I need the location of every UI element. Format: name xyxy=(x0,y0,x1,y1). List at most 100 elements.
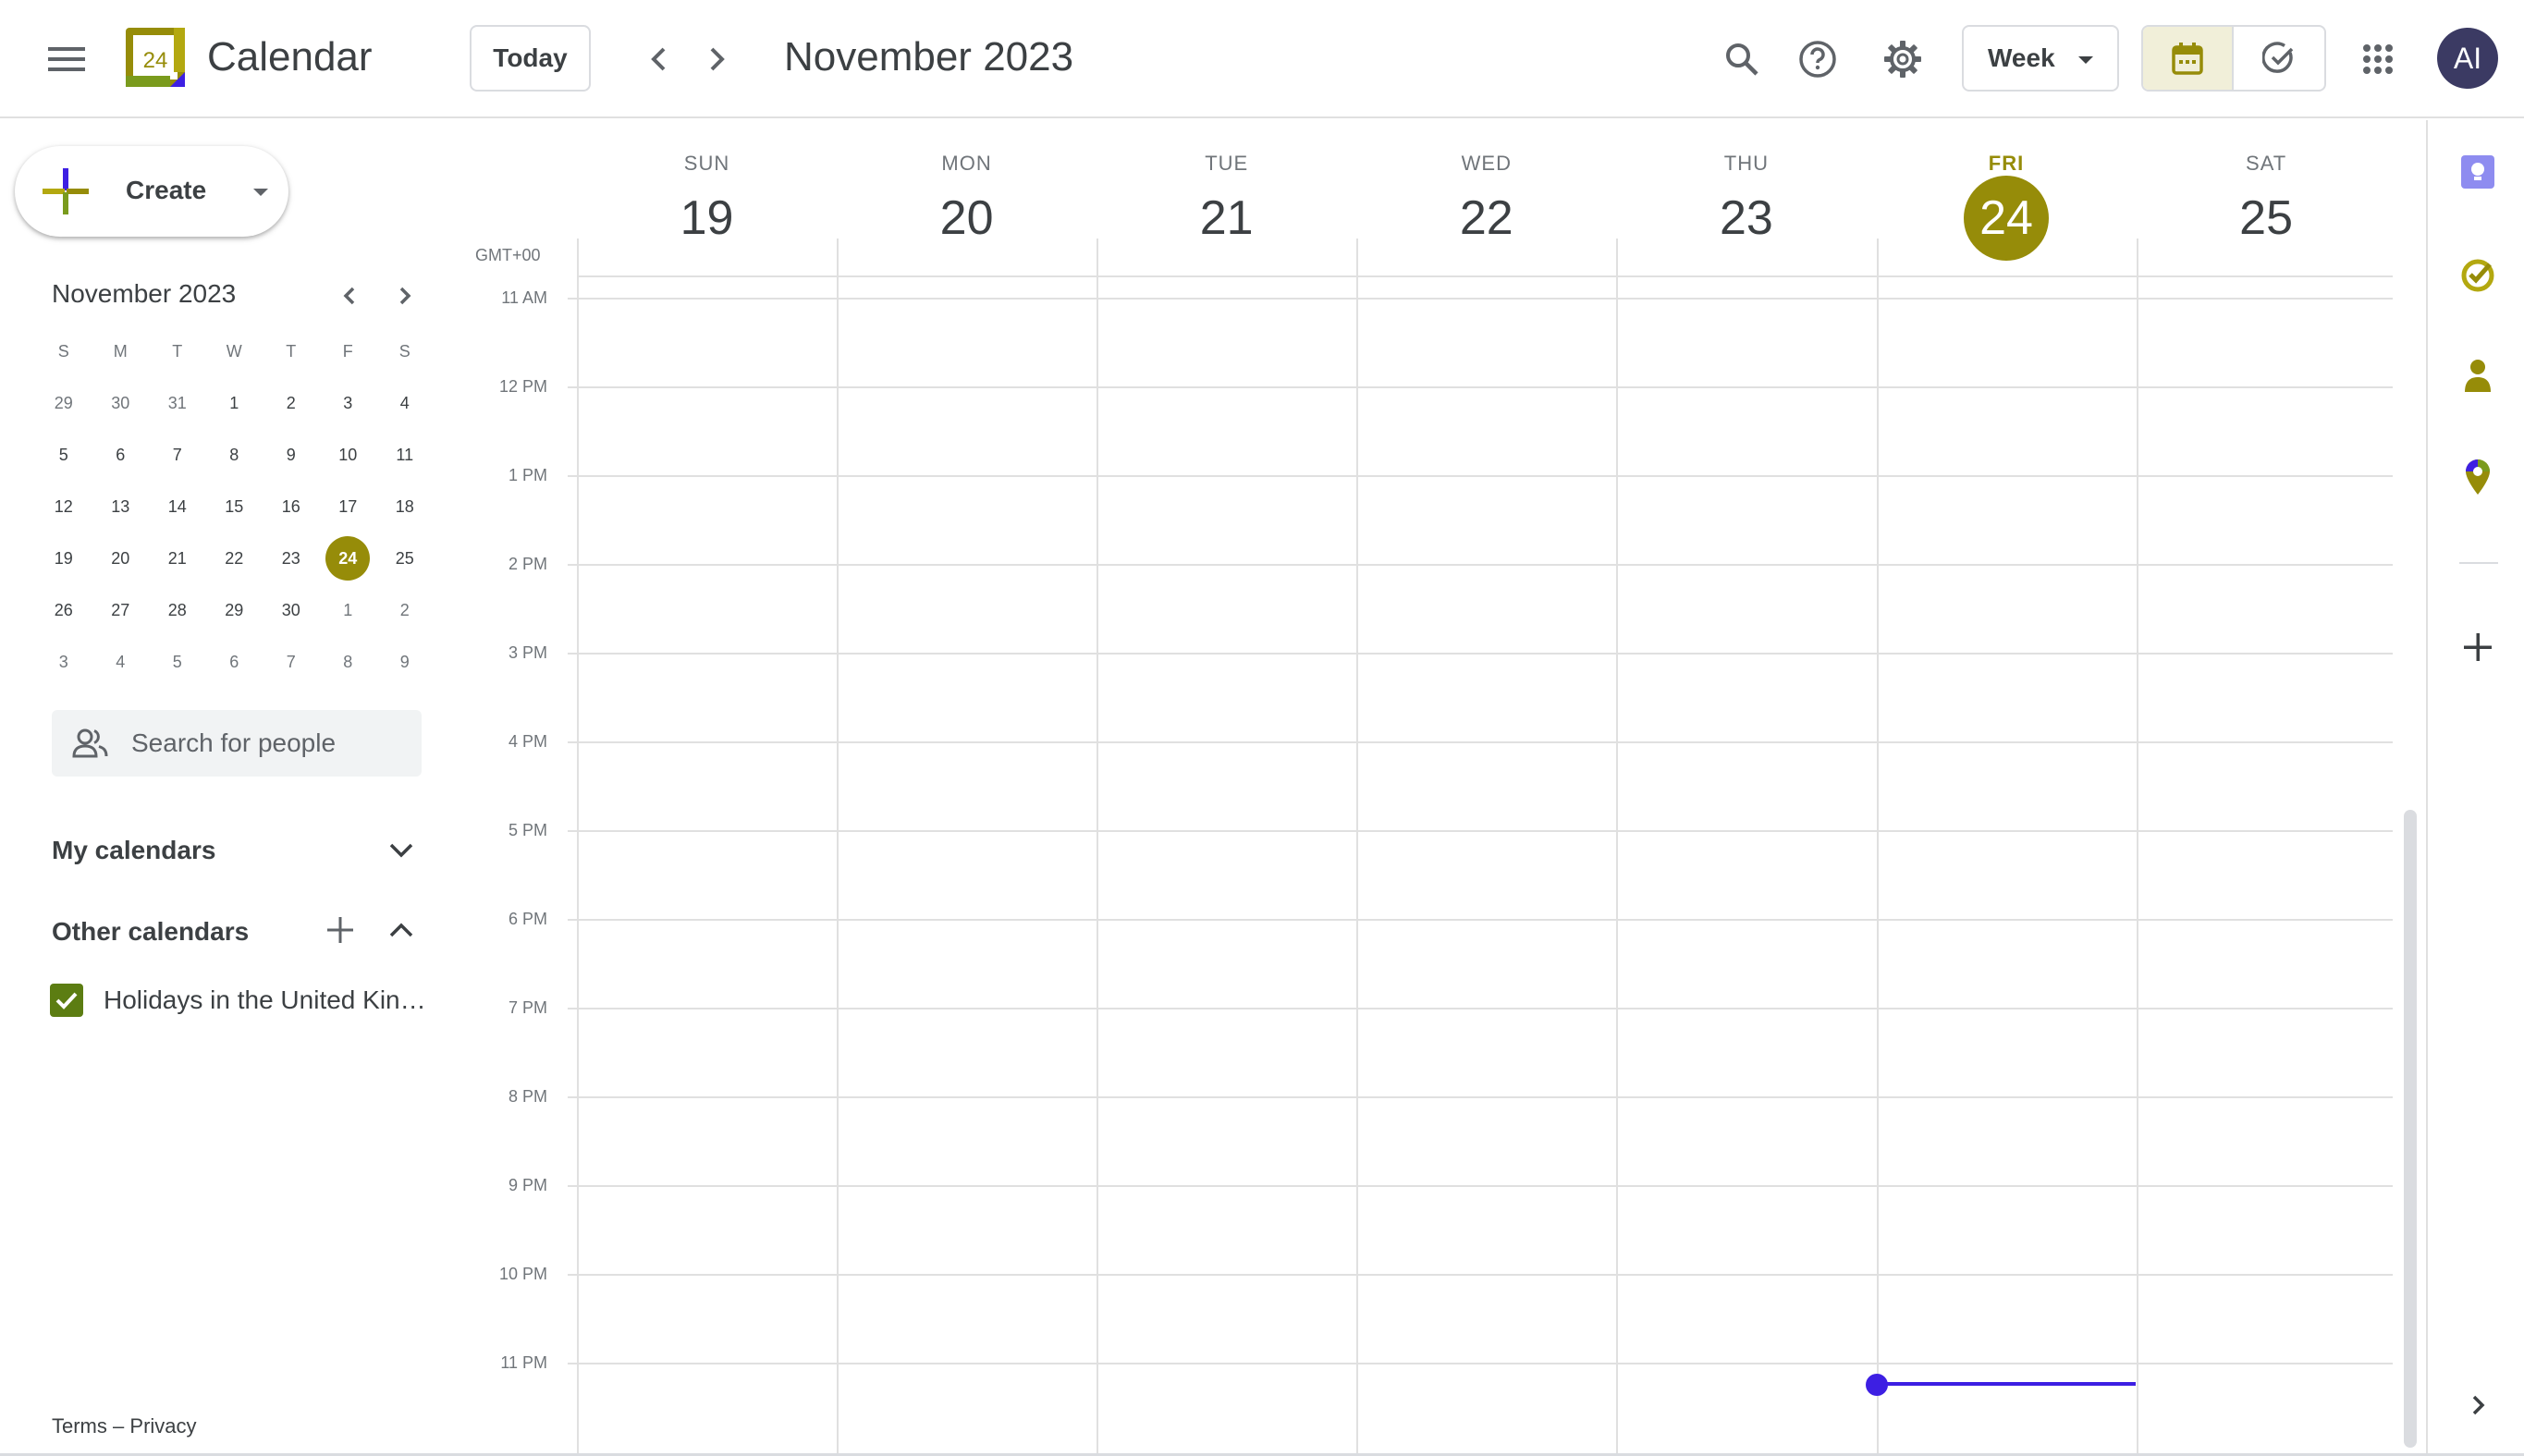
mini-calendar-day[interactable]: 1 xyxy=(229,393,239,412)
mini-calendar-day[interactable]: 1 xyxy=(343,600,353,619)
my-calendars-header[interactable]: My calendars xyxy=(52,836,216,864)
other-calendars-header[interactable]: Other calendars xyxy=(52,917,250,946)
mini-calendar-day[interactable]: 30 xyxy=(281,600,300,619)
mini-calendar-day[interactable]: 19 xyxy=(54,548,73,568)
day-number-button[interactable]: 24 xyxy=(1964,176,2049,261)
get-add-ons-button[interactable] xyxy=(2450,619,2506,675)
account-avatar[interactable]: AI xyxy=(2437,28,2498,89)
column-divider xyxy=(1876,239,1879,275)
calendar-checkbox[interactable] xyxy=(50,984,83,1017)
calendar-logo[interactable]: 24 xyxy=(126,28,185,87)
hour-gridline xyxy=(568,1274,2393,1276)
add-other-calendar-button[interactable] xyxy=(318,908,362,952)
mini-calendar-day[interactable]: 9 xyxy=(286,445,296,464)
day-number-button[interactable]: 23 xyxy=(1719,191,1773,245)
day-of-week-label: MON xyxy=(941,152,992,175)
maps-button[interactable] xyxy=(2450,449,2506,505)
mini-calendar-next-button[interactable] xyxy=(383,274,427,318)
chevron-left-icon xyxy=(651,47,666,71)
privacy-link[interactable]: Privacy xyxy=(129,1414,197,1438)
settings-button[interactable] xyxy=(1869,26,1936,92)
calendar-list-item-holidays[interactable]: Holidays in the United Kingdom xyxy=(50,982,429,1019)
mini-calendar-day[interactable]: 6 xyxy=(116,445,126,464)
hour-gridline xyxy=(568,830,2393,832)
terms-link[interactable]: Terms xyxy=(52,1414,107,1438)
mini-calendar-day[interactable]: 13 xyxy=(111,496,130,516)
mini-calendar-day[interactable]: 21 xyxy=(167,548,187,568)
mini-calendar-day[interactable]: 7 xyxy=(286,652,296,671)
mini-calendar-day[interactable]: 9 xyxy=(399,652,410,671)
mini-calendar-day[interactable]: 14 xyxy=(167,496,187,516)
day-number-button[interactable]: 19 xyxy=(680,191,734,245)
mini-calendar-day[interactable]: 12 xyxy=(54,496,73,516)
main-menu-button[interactable] xyxy=(33,26,100,92)
chevron-right-icon xyxy=(2472,1395,2485,1415)
hour-label: 1 PM xyxy=(508,466,547,484)
mini-calendar-day[interactable]: 17 xyxy=(338,496,358,516)
grid-scrollbar[interactable] xyxy=(2404,810,2417,1448)
today-button[interactable]: Today xyxy=(470,25,591,92)
mini-calendar-day[interactable]: 11 xyxy=(396,445,414,464)
google-apps-button[interactable] xyxy=(2345,26,2411,92)
create-plus-icon xyxy=(43,168,89,214)
mini-calendar-day[interactable]: 16 xyxy=(281,496,300,516)
mini-calendar-day[interactable]: 18 xyxy=(395,496,414,516)
mini-calendar-day[interactable]: 8 xyxy=(343,652,353,671)
view-selector[interactable]: Week xyxy=(1962,25,2119,92)
week-time-grid[interactable]: 11 AM 12 PM 1 PM 2 PM 3 PM 4 PM 5 PM 6 PM 7 PM 8 … xyxy=(481,275,2396,1456)
mini-calendar-day[interactable]: 29 xyxy=(54,393,73,412)
day-number-button[interactable]: 20 xyxy=(939,191,994,245)
mini-calendar-day[interactable]: 29 xyxy=(225,600,244,619)
mini-calendar-day[interactable]: 3 xyxy=(58,652,68,671)
mini-calendar-day[interactable]: 15 xyxy=(225,496,244,516)
hour-label: 8 PM xyxy=(508,1087,547,1106)
chevron-right-icon xyxy=(399,287,411,305)
mini-calendar-day[interactable]: 31 xyxy=(167,393,187,412)
mini-calendar-day[interactable]: 30 xyxy=(111,393,130,412)
mini-calendar-day[interactable]: 2 xyxy=(286,393,296,412)
mini-calendar-day-today[interactable]: 24 xyxy=(325,536,371,581)
expand-side-panel-button[interactable] xyxy=(2450,1377,2506,1433)
mini-calendar-day[interactable]: 28 xyxy=(167,600,187,619)
day-number-button[interactable]: 25 xyxy=(2239,191,2294,245)
mini-calendar-day[interactable]: 8 xyxy=(229,445,239,464)
search-button[interactable] xyxy=(1709,26,1775,92)
help-button[interactable] xyxy=(1784,26,1851,92)
create-button[interactable]: Create xyxy=(15,146,288,237)
other-calendars-collapse-button[interactable] xyxy=(379,908,423,952)
next-period-button[interactable] xyxy=(688,26,747,92)
mini-calendar-day[interactable]: 27 xyxy=(111,600,130,619)
hour-label: 7 PM xyxy=(508,998,547,1017)
app-title: Calendar xyxy=(207,34,373,80)
mini-calendar-day[interactable]: 4 xyxy=(399,393,410,412)
column-divider xyxy=(837,239,839,275)
people-search-input[interactable] xyxy=(131,725,409,762)
mini-calendar-day[interactable]: 25 xyxy=(395,548,414,568)
day-number-button[interactable]: 21 xyxy=(1199,191,1254,245)
mini-calendar-day[interactable]: 4 xyxy=(116,652,126,671)
mini-calendar-day[interactable]: 3 xyxy=(343,393,353,412)
tasks-mode-button[interactable] xyxy=(2234,27,2324,90)
mini-calendar-day[interactable]: 6 xyxy=(229,652,239,671)
mini-calendar-day[interactable]: 2 xyxy=(399,600,410,619)
day-column-header: TUE 21 xyxy=(1097,120,1356,275)
mini-calendar-day[interactable]: 22 xyxy=(225,548,244,568)
mini-calendar-day[interactable]: 20 xyxy=(111,548,130,568)
mini-calendar-day[interactable]: 7 xyxy=(172,445,182,464)
day-number-button[interactable]: 22 xyxy=(1459,191,1513,245)
keep-button[interactable] xyxy=(2450,144,2506,200)
mini-calendar-day[interactable]: 10 xyxy=(338,445,358,464)
mini-calendar-day[interactable]: 5 xyxy=(58,445,68,464)
mini-calendar-weekday: T xyxy=(172,341,183,361)
calendar-mode-button[interactable] xyxy=(2143,27,2235,90)
previous-period-button[interactable] xyxy=(629,26,688,92)
mini-calendar-previous-button[interactable] xyxy=(327,274,372,318)
my-calendars-expand-button[interactable] xyxy=(379,828,423,873)
contacts-button[interactable] xyxy=(2450,348,2506,403)
mini-calendar-week-row: 5 6 7 8 9 10 11 xyxy=(35,429,435,481)
mini-calendar-day[interactable]: 23 xyxy=(281,548,300,568)
mini-calendar-day[interactable]: 5 xyxy=(172,652,182,671)
mini-calendar-day[interactable]: 26 xyxy=(54,600,73,619)
tasks-button[interactable] xyxy=(2450,246,2506,301)
